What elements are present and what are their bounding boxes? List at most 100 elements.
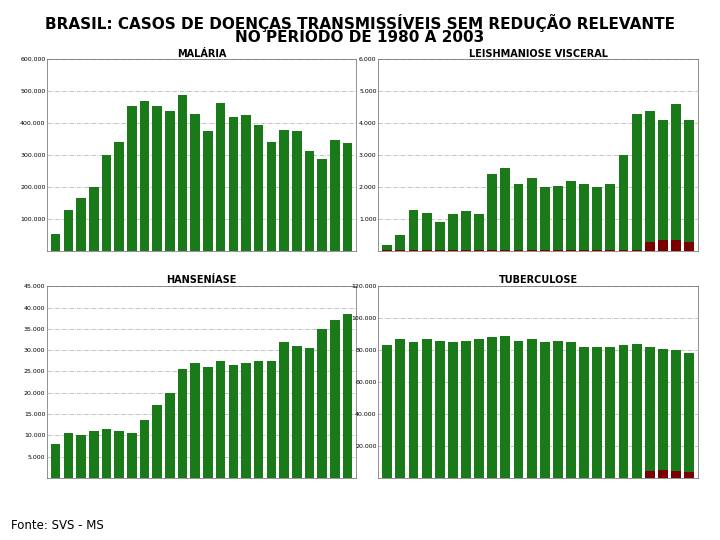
Bar	[395, 249, 405, 251]
Bar	[487, 174, 498, 251]
Bar	[114, 143, 124, 251]
Bar	[330, 320, 340, 478]
Bar	[500, 168, 510, 251]
Bar	[191, 363, 200, 478]
Bar	[318, 159, 327, 251]
Bar	[165, 393, 175, 478]
Bar	[203, 367, 212, 478]
Bar	[395, 339, 405, 478]
Bar	[487, 249, 498, 251]
Bar	[266, 361, 276, 478]
Bar	[461, 341, 471, 478]
Bar	[658, 348, 668, 478]
Bar	[513, 341, 523, 478]
Bar	[89, 431, 99, 478]
Bar	[618, 345, 629, 478]
Bar	[645, 241, 654, 251]
Bar	[165, 111, 175, 251]
Bar	[241, 116, 251, 251]
Bar	[631, 114, 642, 251]
Text: NO PERÍODO DE 1980 A 2003: NO PERÍODO DE 1980 A 2003	[235, 30, 485, 45]
Bar	[448, 342, 458, 478]
Bar	[127, 433, 137, 478]
Bar	[102, 156, 111, 251]
Bar	[593, 187, 602, 251]
Bar	[461, 249, 471, 251]
Bar	[487, 338, 498, 478]
Bar	[343, 143, 352, 251]
Bar	[671, 240, 681, 251]
Title: MALÁRIA: MALÁRIA	[177, 49, 226, 59]
Bar	[579, 347, 589, 478]
Text: Fonte: SVS - MS: Fonte: SVS - MS	[11, 519, 104, 532]
Bar	[579, 249, 589, 251]
Bar	[89, 187, 99, 251]
Bar	[254, 125, 264, 251]
Bar	[474, 214, 484, 251]
Bar	[305, 151, 314, 251]
Bar	[216, 361, 225, 478]
Bar	[382, 249, 392, 251]
Bar	[500, 249, 510, 251]
Bar	[216, 103, 225, 251]
Bar	[448, 249, 458, 251]
Bar	[140, 101, 149, 251]
Bar	[63, 433, 73, 478]
Bar	[408, 210, 418, 251]
Bar	[279, 342, 289, 478]
Bar	[408, 249, 418, 251]
Title: HANSENÍASE: HANSENÍASE	[166, 275, 237, 286]
Bar	[553, 341, 563, 478]
Bar	[382, 345, 392, 478]
Bar	[474, 249, 484, 251]
Bar	[527, 178, 536, 251]
Bar	[684, 353, 694, 478]
Bar	[318, 329, 327, 478]
Bar	[343, 314, 352, 478]
Bar	[461, 211, 471, 251]
Bar	[228, 365, 238, 478]
Bar	[63, 210, 73, 251]
Bar	[140, 420, 149, 478]
Bar	[618, 156, 629, 251]
Bar	[422, 249, 431, 251]
Bar	[645, 347, 654, 478]
Bar	[566, 181, 576, 251]
Bar	[618, 249, 629, 251]
Bar	[553, 186, 563, 251]
Bar	[540, 187, 549, 251]
Bar	[593, 249, 602, 251]
Bar	[474, 339, 484, 478]
Bar	[178, 369, 187, 478]
Bar	[513, 184, 523, 251]
Bar	[241, 363, 251, 478]
Bar	[540, 342, 549, 478]
Bar	[671, 104, 681, 251]
Bar	[203, 131, 212, 251]
Bar	[448, 214, 458, 251]
Bar	[153, 406, 162, 478]
Bar	[579, 184, 589, 251]
Bar	[658, 470, 668, 478]
Bar	[684, 120, 694, 251]
Bar	[153, 106, 162, 251]
Bar	[566, 342, 576, 478]
Bar	[658, 120, 668, 251]
Bar	[51, 233, 60, 251]
Bar	[435, 341, 445, 478]
Bar	[553, 249, 563, 251]
Bar	[422, 213, 431, 251]
Bar	[266, 143, 276, 251]
Bar	[500, 336, 510, 478]
Bar	[178, 95, 187, 251]
Bar	[606, 249, 616, 251]
Bar	[76, 435, 86, 478]
Bar	[408, 342, 418, 478]
Bar	[279, 130, 289, 251]
Bar	[330, 140, 340, 251]
Bar	[102, 429, 111, 478]
Bar	[422, 339, 431, 478]
Bar	[606, 347, 616, 478]
Bar	[527, 249, 536, 251]
Title: TUBERCULOSE: TUBERCULOSE	[499, 275, 577, 286]
